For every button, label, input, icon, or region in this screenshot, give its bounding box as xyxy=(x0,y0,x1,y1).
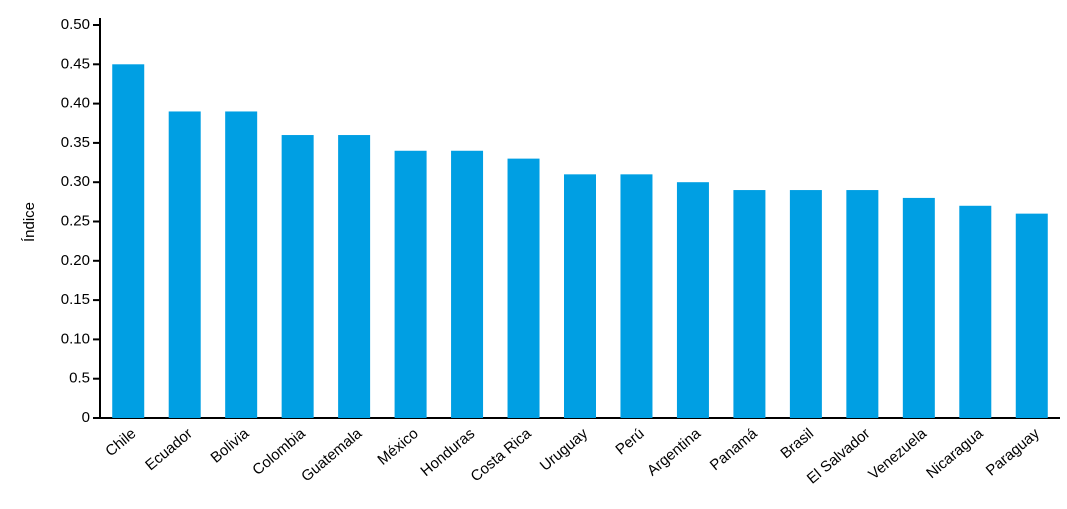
x-tick-label: Venezuela xyxy=(865,425,930,483)
bar xyxy=(338,135,371,419)
y-tick-label: 0.45 xyxy=(61,55,90,72)
y-tick-label: 0.20 xyxy=(61,252,90,269)
bar xyxy=(676,182,709,418)
bar xyxy=(902,197,935,418)
bar xyxy=(168,111,201,419)
x-tick-label: Costa Rica xyxy=(468,425,536,486)
bar xyxy=(281,135,314,419)
x-tick-label: Uruguay xyxy=(537,425,592,475)
y-tick-label: 0.35 xyxy=(61,134,90,151)
bar xyxy=(620,174,653,418)
x-tick-label: El Salvador xyxy=(804,425,874,487)
bar xyxy=(394,150,427,418)
x-tick-label: Panamá xyxy=(707,425,761,474)
bar xyxy=(451,150,484,418)
y-tick-label: 0.40 xyxy=(61,95,90,112)
bar xyxy=(564,174,596,418)
x-tick-label: Argentina xyxy=(644,425,705,480)
x-tick-label: Perú xyxy=(612,425,647,458)
bar xyxy=(789,190,822,418)
x-tick-label: México xyxy=(374,425,421,469)
bar xyxy=(846,190,879,418)
y-tick-label: 0 xyxy=(82,409,90,426)
bar xyxy=(733,190,766,418)
x-tick-label: Bolivia xyxy=(208,425,253,467)
x-tick-label: Brasil xyxy=(777,425,817,462)
y-tick-label: 0.30 xyxy=(61,173,90,190)
x-tick-label: Chile xyxy=(102,425,139,460)
y-tick-label: 0.50 xyxy=(61,16,90,33)
x-tick-label: Paraguay xyxy=(983,425,1043,480)
y-axis-label: Índice xyxy=(21,202,38,242)
bar xyxy=(112,64,145,419)
y-tick-label: 0.5 xyxy=(69,370,90,387)
x-tick-label: Ecuador xyxy=(142,425,196,474)
bar xyxy=(225,111,258,419)
y-tick-label: 0.15 xyxy=(61,291,90,308)
x-tick-label: Nicaragua xyxy=(923,425,987,482)
bar xyxy=(959,205,992,418)
y-tick-label: 0.10 xyxy=(61,330,90,347)
bar xyxy=(507,158,540,418)
y-tick-label: 0.25 xyxy=(61,212,90,229)
bar xyxy=(1015,213,1048,418)
x-tick-label: Guatemala xyxy=(298,425,366,486)
